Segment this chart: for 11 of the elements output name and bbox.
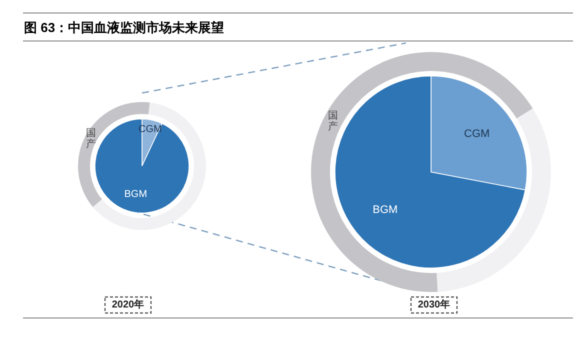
slice-label: CGM — [464, 128, 490, 140]
text: 2030年 — [418, 298, 450, 311]
slice-label: 国产 — [86, 127, 96, 150]
slice-label: BGM — [124, 189, 148, 200]
slice-label: BGM — [372, 204, 398, 216]
text: 2020年 — [112, 298, 144, 311]
donut-slice — [436, 108, 551, 292]
chart-title: 图 63：中国血液监测市场未来展望 — [24, 20, 224, 35]
pie-slice — [94, 118, 190, 214]
slice-label: 国产 — [328, 110, 338, 132]
donut-slice — [311, 52, 533, 292]
